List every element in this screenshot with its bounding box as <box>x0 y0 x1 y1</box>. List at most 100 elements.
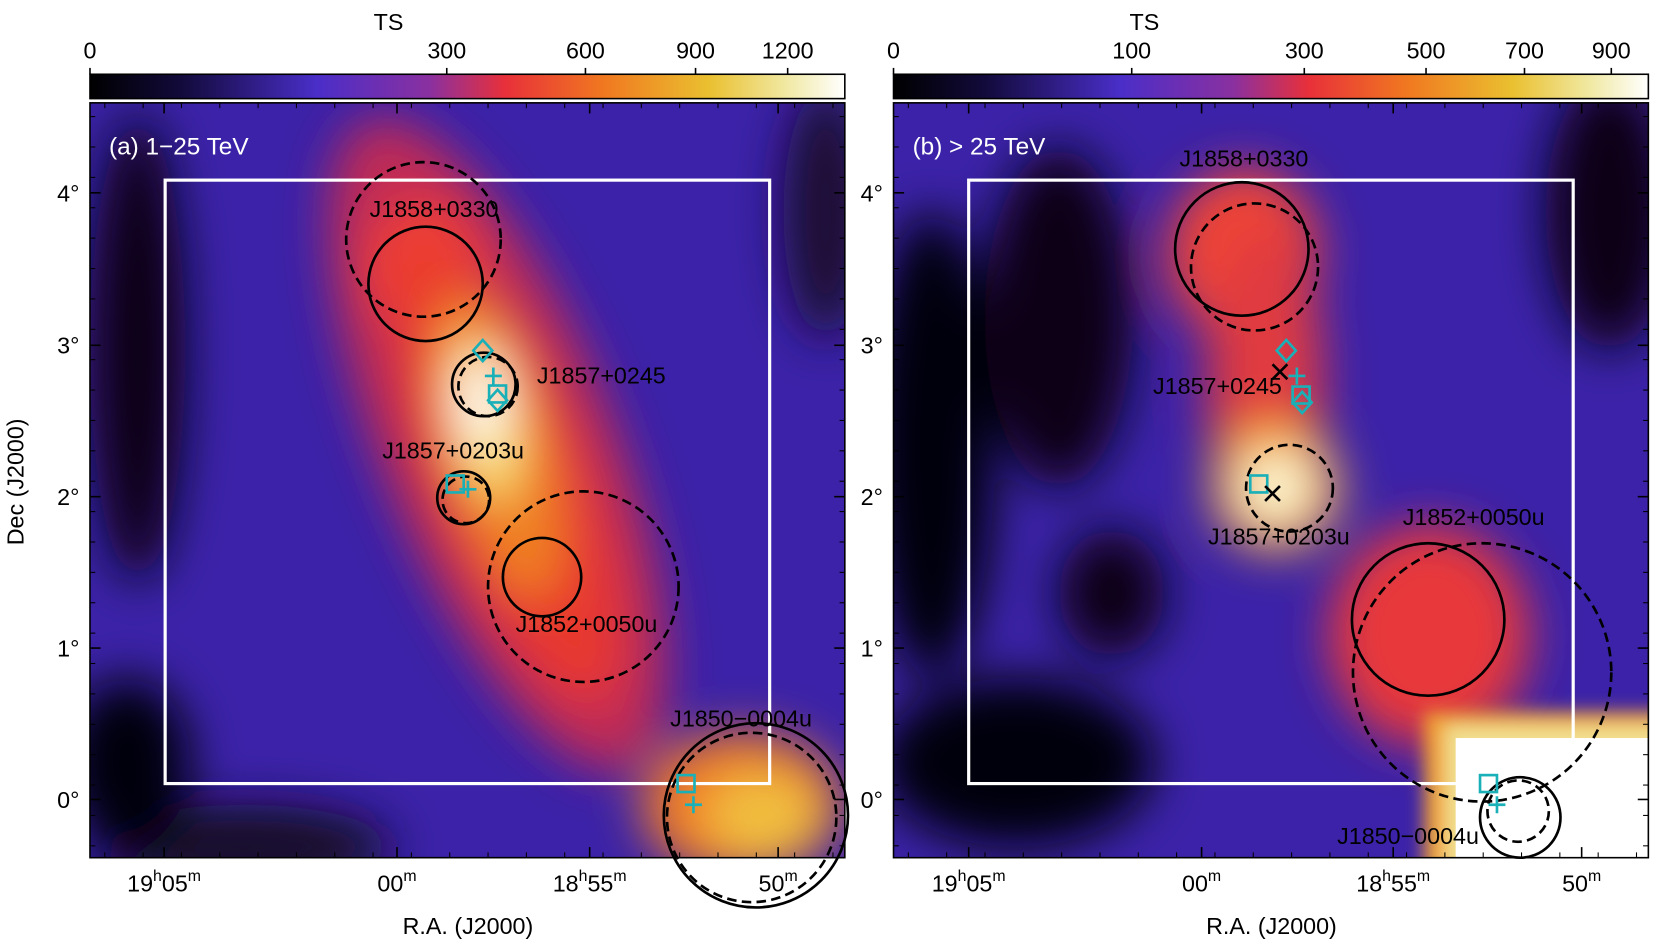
x-tick-label: 19h05m <box>932 868 1006 897</box>
y-tick-label: 1° <box>57 636 79 662</box>
black-cross <box>1264 485 1281 502</box>
cyan-plus <box>1488 796 1506 814</box>
heat-blob <box>1254 465 1297 509</box>
region-box <box>163 178 772 786</box>
y-tick-label: 0° <box>861 787 883 813</box>
source-extent <box>441 475 491 525</box>
x-tick-label: 00m <box>1182 868 1221 897</box>
source-label: J1857+0245 <box>537 362 666 388</box>
colorbar-tick-label: 100 <box>1112 37 1151 63</box>
x-tick-part: 19 <box>932 871 958 897</box>
black-cross <box>1271 363 1289 381</box>
x-tick-part: 55 <box>1391 871 1417 897</box>
source-label: J1850−0004u <box>1337 823 1479 849</box>
source-label: J1850−0004u <box>670 705 812 731</box>
map-frame <box>89 102 846 859</box>
y-axis-label: Dec (J2000) <box>2 418 28 545</box>
source-extent <box>665 731 838 904</box>
x-tick-sup: m <box>992 868 1005 885</box>
source-label: J1857+0245 <box>1153 373 1282 399</box>
y-tick-label: 2° <box>861 484 883 510</box>
x-tick-sup: h <box>958 868 967 885</box>
source-label: J1857+0203u <box>382 438 524 464</box>
source-label: J1852+0050u <box>516 611 658 637</box>
source-label: J1857+0203u <box>1208 523 1350 549</box>
cyan-diamond <box>1274 338 1298 364</box>
source-extent <box>1350 541 1506 698</box>
x-tick-part: 55 <box>587 871 613 897</box>
colorbar <box>89 73 846 100</box>
x-tick-sup: m <box>784 868 797 885</box>
source-label: J1852+0050u <box>1403 504 1545 530</box>
colorbar-tick-label: 600 <box>566 37 605 63</box>
cyan-plus <box>684 796 702 814</box>
x-tick-label: 19h05m <box>127 868 201 897</box>
colorbar-tick-label: 900 <box>676 37 715 63</box>
x-axis-label: R.A. (J2000) <box>403 913 534 939</box>
colorbar-tick-label: 0 <box>84 37 97 63</box>
region-box <box>967 178 1575 786</box>
x-tick-label: 18h55m <box>1356 868 1430 897</box>
source-extent <box>486 490 680 684</box>
x-tick-part: 50 <box>759 871 785 897</box>
source-extent <box>1244 443 1335 533</box>
map-frame <box>892 102 1650 859</box>
cyan-square <box>487 384 508 404</box>
colorbar-tick-label: 500 <box>1407 37 1446 63</box>
heat-blob <box>89 677 191 848</box>
colorbar-tick-label: 300 <box>427 37 466 63</box>
source-extent <box>501 536 583 618</box>
x-tick-sup: m <box>613 868 626 885</box>
source-extent <box>1173 180 1310 317</box>
y-tick-label: 3° <box>57 333 79 359</box>
cyan-plus <box>1288 367 1306 385</box>
source-extent <box>1486 779 1551 844</box>
y-tick-label: 4° <box>57 180 79 206</box>
source-extent <box>1478 775 1562 860</box>
y-tick-label: 3° <box>861 333 883 359</box>
colorbar <box>892 73 1650 100</box>
colorbar-tick-label: 900 <box>1592 37 1631 63</box>
cyan-plus <box>484 367 502 385</box>
x-tick-label: 18h55m <box>553 868 627 897</box>
x-tick-sup: h <box>1382 868 1391 885</box>
cyan-plus <box>459 480 477 498</box>
cyan-square <box>1248 474 1269 494</box>
x-tick-sup: h <box>579 868 588 885</box>
colorbar-tick-label: 0 <box>887 37 900 63</box>
cyan-diamond <box>471 338 495 364</box>
heat-blob <box>1328 524 1530 747</box>
source-label: J1858+0330 <box>1180 145 1309 171</box>
heat-blob <box>1455 738 1649 858</box>
heatmap <box>893 102 1649 858</box>
x-tick-label: 50m <box>1562 868 1601 897</box>
x-tick-sup: h <box>153 868 162 885</box>
source-label: J1858+0330 <box>370 196 499 222</box>
heat-blob <box>89 116 186 583</box>
cyan-square <box>445 474 466 494</box>
heat-blob <box>893 677 1154 848</box>
heat-blob <box>893 211 996 678</box>
colorbar-tick-label: 1200 <box>762 37 814 63</box>
heat-blob <box>1545 102 1649 350</box>
cyan-square <box>1291 385 1311 405</box>
source-extent <box>367 225 485 343</box>
x-tick-part: 05 <box>162 871 188 897</box>
x-tick-sup: m <box>1208 868 1221 885</box>
source-extent <box>1351 541 1613 803</box>
heat-blob <box>984 148 1133 488</box>
cyan-square <box>676 773 696 794</box>
colorbar-tick-label: 700 <box>1505 37 1544 63</box>
x-tick-sup: m <box>188 868 201 885</box>
y-tick-label: 2° <box>57 484 79 510</box>
cyan-diamond <box>486 387 509 413</box>
y-tick-label: 0° <box>57 787 79 813</box>
x-tick-label: 50m <box>759 868 798 897</box>
x-tick-sup: m <box>1588 868 1601 885</box>
colorbar-title: TS <box>374 9 404 35</box>
x-tick-part: 18 <box>553 871 579 897</box>
x-tick-part: 19 <box>127 871 153 897</box>
cyan-square <box>1478 773 1499 794</box>
panel-label: (b) > 25 TeV <box>913 134 1047 161</box>
